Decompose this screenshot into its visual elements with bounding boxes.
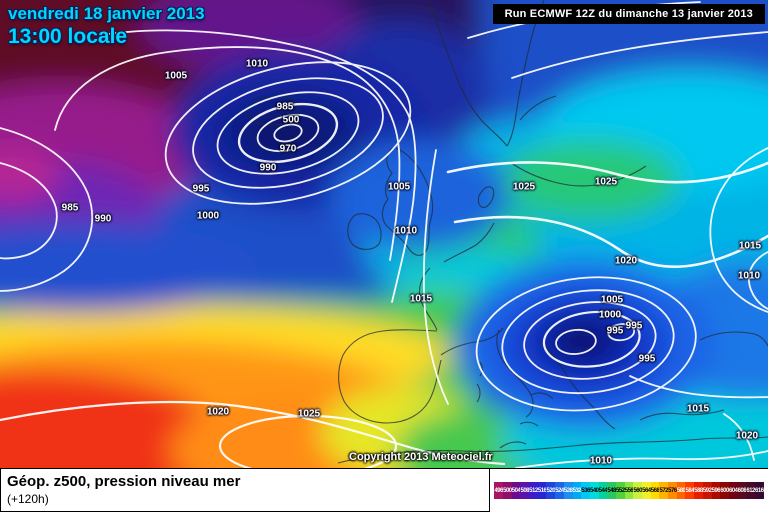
- legend-cell: 600: [720, 482, 729, 499]
- map-graphic: [0, 0, 768, 468]
- legend-cell: 532: [572, 482, 582, 499]
- legend-cell: 580: [676, 482, 686, 499]
- forecast-hour: (+120h): [7, 492, 49, 506]
- legend-area: 496 500 504 508 512 516 520 524 528 532 536 540 544 5…: [490, 469, 768, 512]
- map-title-box: Géop. z500, pression niveau mer (+120h): [0, 469, 490, 512]
- legend-cell: 592: [702, 482, 712, 499]
- legend-cell: 572: [659, 482, 669, 499]
- legend-cell: 504: [511, 482, 521, 499]
- legend-cell: 588: [694, 482, 703, 499]
- legend-cell: 568: [650, 482, 660, 499]
- legend-cell: 552: [615, 482, 625, 499]
- legend-cell: 516: [537, 482, 547, 499]
- legend-cell: 548: [607, 482, 616, 499]
- copyright-text: Copyright 2013 Meteociel.fr: [349, 451, 493, 463]
- legend-cell: 576: [668, 482, 677, 499]
- legend-cell: 604: [728, 482, 738, 499]
- legend-cell: 540: [589, 482, 599, 499]
- legend-cell: 500: [503, 482, 512, 499]
- legend-cell: 528: [563, 482, 573, 499]
- legend-cell: 556: [624, 482, 634, 499]
- legend-cell: 560: [633, 482, 643, 499]
- legend-cell: 496: [494, 482, 504, 499]
- legend-cell: 608: [737, 482, 747, 499]
- color-scale-legend: 496 500 504 508 512 516 520 524 528 532 536 540 544 5…: [494, 482, 764, 499]
- legend-cell: 612: [746, 482, 755, 499]
- isobar-lines: [0, 1, 768, 468]
- footer-bar: Géop. z500, pression niveau mer (+120h) …: [0, 468, 768, 512]
- map-title: Géop. z500, pression niveau mer: [7, 473, 241, 490]
- color-field: [0, 0, 768, 468]
- legend-cell: 596: [711, 482, 721, 499]
- legend-cell: 508: [520, 482, 530, 499]
- legend-cell: 616: [754, 482, 764, 499]
- weather-map: 1005 1010 985 970 990 995 1000 985 990 1005 1010 10…: [0, 0, 768, 468]
- legend-cell: 524: [555, 482, 564, 499]
- legend-cell: 520: [546, 482, 556, 499]
- run-info-box: Run ECMWF 12Z du dimanche 13 janvier 201…: [492, 4, 765, 24]
- legend-cell: 584: [685, 482, 695, 499]
- legend-cell: 544: [598, 482, 608, 499]
- legend-cell: 512: [529, 482, 538, 499]
- legend-cell: 536: [581, 482, 590, 499]
- legend-cell: 564: [642, 482, 651, 499]
